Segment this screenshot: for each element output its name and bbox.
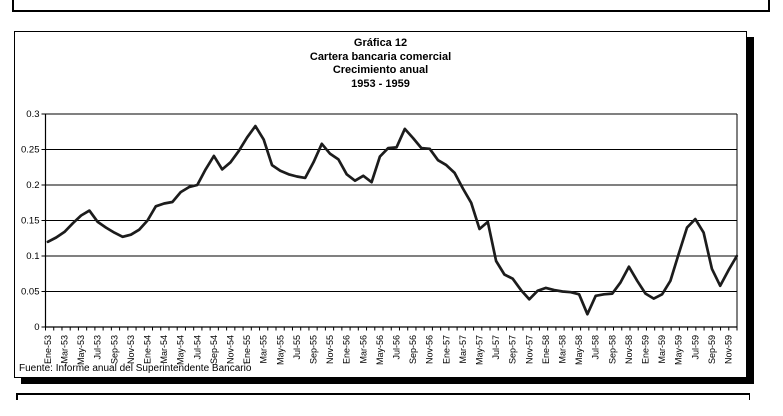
next-frame-left-stub <box>16 393 18 400</box>
data-series-line <box>46 124 739 316</box>
x-axis-label: Sep-53 <box>109 335 119 364</box>
y-axis-label: 0.2 <box>26 180 39 191</box>
x-axis-label: Ene-59 <box>641 335 651 364</box>
chart-title: Gráfica 12 Cartera bancaria comercial Cr… <box>15 37 746 91</box>
x-axis-label: May-59 <box>674 335 684 365</box>
x-axis-label: Mar-59 <box>657 335 667 364</box>
x-axis-label: Ene-57 <box>441 335 451 364</box>
x-axis-label: Nov-53 <box>126 335 136 364</box>
next-frame-top-rule <box>16 393 750 395</box>
x-axis-label: Jul-53 <box>93 335 103 360</box>
x-axis-label: May-54 <box>176 335 186 365</box>
x-axis-label: Mar-57 <box>458 335 468 364</box>
x-axis-label: Nov-56 <box>425 335 435 364</box>
x-axis-label: Ene-58 <box>541 335 551 364</box>
top-separator-right-stub <box>768 0 770 11</box>
y-axis-label: 0 <box>34 322 39 333</box>
x-axis-label: May-57 <box>475 335 485 365</box>
y-axis-label: 0.3 <box>26 109 39 120</box>
next-frame-right-stub <box>748 393 750 400</box>
x-axis-label: Ene-56 <box>342 335 352 364</box>
line-chart-plot: 0 0.05 0.1 0.15 0.2 0.25 0.3 Ene-53 Mar-53 May-53… <box>21 109 739 365</box>
chart-title-line-1: Gráfica 12 <box>353 37 408 49</box>
chart-title-line-2: Cartera bancaria comercial <box>309 50 452 63</box>
x-axis-label: Sep-57 <box>508 335 518 364</box>
x-axis-label: Jul-58 <box>591 335 601 360</box>
x-axis-label: Nov-57 <box>524 335 534 364</box>
y-axis-label: 0.15 <box>21 216 40 227</box>
x-axis-label: May-56 <box>375 335 385 365</box>
y-axis-label: 0.25 <box>21 145 40 156</box>
x-axis-label: May-53 <box>76 335 86 365</box>
chart-title-line-3: Crecimiento anual <box>332 64 429 76</box>
y-axis-label: 0.1 <box>26 251 39 262</box>
x-axis-label: Mar-53 <box>60 335 70 364</box>
x-axis-label: Sep-55 <box>309 335 319 364</box>
x-axis-label: Ene-55 <box>242 335 252 364</box>
x-axis-label: Sep-58 <box>607 335 617 364</box>
x-axis-label: Nov-59 <box>724 335 734 364</box>
top-separator-rule <box>12 10 770 12</box>
y-axis-label: 0.05 <box>21 287 40 298</box>
x-axis-label: Sep-54 <box>209 335 219 364</box>
chart-frame: Gráfica 12 Cartera bancaria comercial Cr… <box>14 31 747 378</box>
x-axis-label: Nov-54 <box>226 335 236 364</box>
x-axis-label: Jul-56 <box>392 335 402 360</box>
x-axis-label: Nov-55 <box>325 335 335 364</box>
x-axis-label: Ene-53 <box>43 335 53 364</box>
x-axis-label: Mar-58 <box>558 335 568 364</box>
x-axis-label: May-58 <box>574 335 584 365</box>
x-axis-label: Jul-59 <box>690 335 700 360</box>
chart-title-line-4: 1953 - 1959 <box>351 77 410 90</box>
x-axis-label: May-55 <box>275 335 285 365</box>
x-axis-label: Jul-57 <box>491 335 501 360</box>
x-axis-label: Sep-59 <box>707 335 717 364</box>
x-axis-label: Sep-56 <box>408 335 418 364</box>
x-axis-label: Jul-55 <box>292 335 302 360</box>
source-note: Fuente: Informe anual del Superintendent… <box>19 363 252 374</box>
x-axis-label: Ene-54 <box>143 335 153 364</box>
x-axis-label: Nov-58 <box>624 335 634 364</box>
x-axis-label: Mar-55 <box>259 335 269 364</box>
x-axis-label: Mar-54 <box>159 335 169 364</box>
x-axis-label: Mar-56 <box>358 335 368 364</box>
top-separator-left-stub <box>12 0 14 11</box>
x-axis-label: Jul-54 <box>192 335 202 360</box>
